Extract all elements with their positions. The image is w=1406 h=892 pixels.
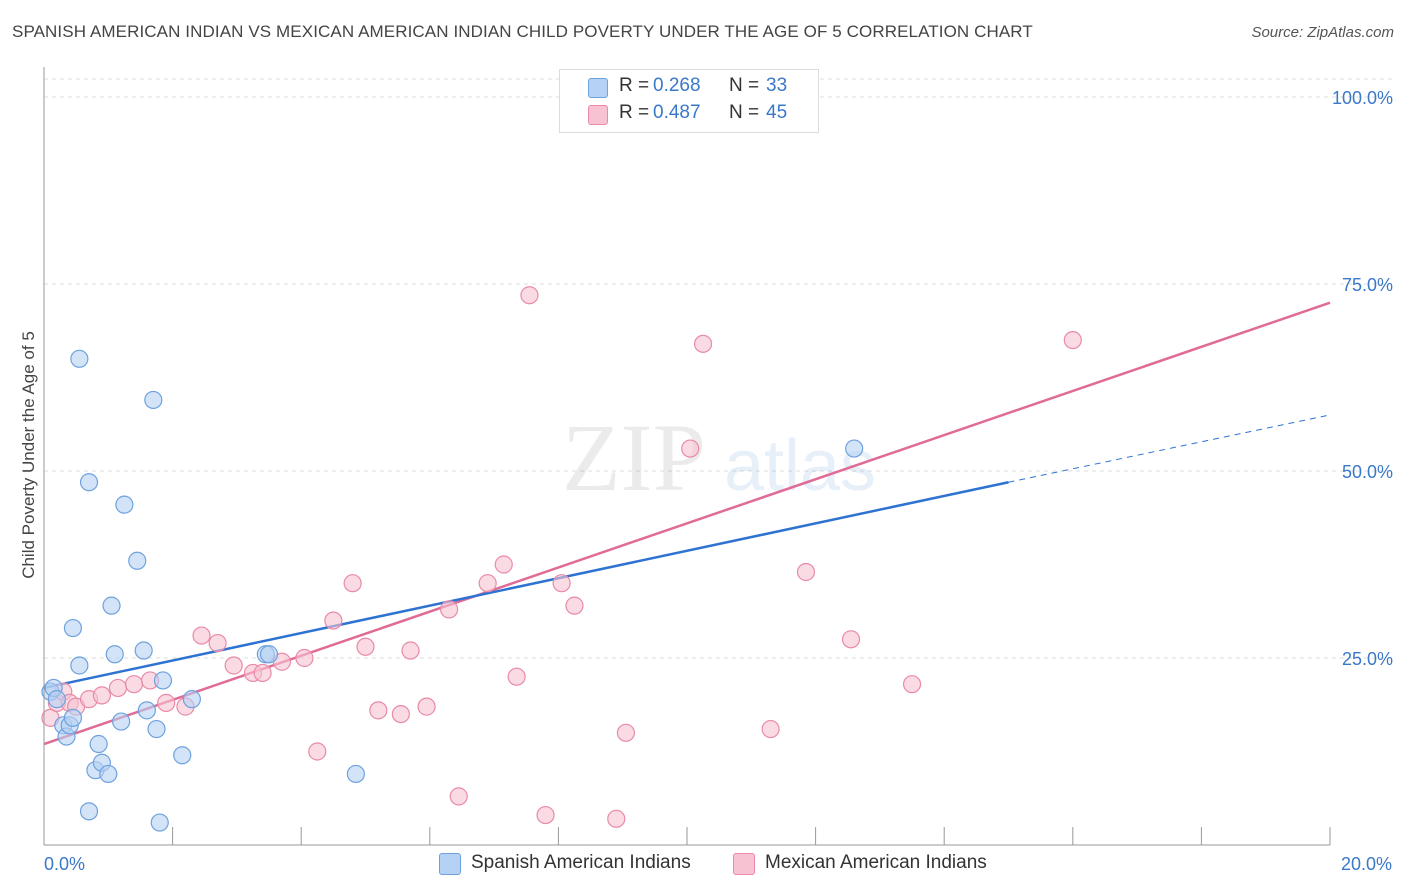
point-mexican xyxy=(369,701,388,720)
legend-swatch-pink xyxy=(588,105,608,125)
point-spanish xyxy=(63,618,83,638)
watermark: ZIP atlas xyxy=(562,404,876,511)
source-credit: Source: ZipAtlas.com xyxy=(1251,24,1394,41)
point-mexican xyxy=(92,686,111,705)
legend-n-value: 33 xyxy=(766,75,788,96)
legend-n-label: N = xyxy=(729,75,760,96)
point-mexican xyxy=(391,704,410,724)
point-mexican xyxy=(552,574,571,593)
correlation-legend: R = 0.268 N = 33 R = 0.487 N = 45 xyxy=(559,69,819,133)
point-mexican xyxy=(494,555,513,574)
point-spanish xyxy=(89,734,108,754)
point-mexican xyxy=(108,678,128,698)
legend-r-value: 0.487 xyxy=(653,102,701,123)
point-mexican xyxy=(417,697,436,716)
point-spanish xyxy=(128,551,147,570)
point-mexican xyxy=(356,637,375,656)
bottom-legend-swatch-blue xyxy=(439,853,461,875)
point-mexican xyxy=(520,286,539,305)
bottom-legend-swatch-pink xyxy=(733,853,755,875)
bottom-legend-label: Mexican American Indians xyxy=(765,852,987,873)
point-spanish xyxy=(63,708,83,727)
point-spanish xyxy=(259,645,279,664)
point-mexican xyxy=(208,633,227,653)
point-mexican xyxy=(616,723,636,742)
point-mexican xyxy=(536,805,555,825)
legend-n-label: N = xyxy=(729,102,760,123)
point-spanish xyxy=(147,719,166,739)
y-axis-label: Child Poverty Under the Age of 5 xyxy=(19,331,38,579)
watermark-zip: ZIP xyxy=(562,404,706,511)
point-mexican xyxy=(841,630,861,649)
point-mexican xyxy=(439,600,459,619)
trend-line-spanish-extrapolated xyxy=(1008,414,1331,483)
point-spanish xyxy=(47,690,66,709)
data-points xyxy=(41,286,1082,832)
point-mexican xyxy=(324,611,343,630)
point-spanish xyxy=(102,596,121,615)
point-mexican xyxy=(1063,331,1082,350)
point-mexican xyxy=(565,596,584,615)
point-spanish xyxy=(346,764,365,784)
point-spanish xyxy=(112,712,131,731)
point-spanish xyxy=(173,746,192,765)
y-tick-label: 50.0% xyxy=(1342,462,1393,482)
point-spanish xyxy=(70,349,89,368)
point-spanish xyxy=(153,671,173,690)
axes: 0.0% 20.0% 25.0% 50.0% 75.0% 100.0% xyxy=(43,67,1393,874)
point-spanish xyxy=(845,439,864,458)
chart-title: SPANISH AMERICAN INDIAN VS MEXICAN AMERI… xyxy=(12,22,1033,41)
x-tick-label: 20.0% xyxy=(1341,854,1392,874)
x-tick-label: 0.0% xyxy=(44,854,85,874)
trend-line-spanish xyxy=(43,480,1009,690)
point-mexican xyxy=(607,809,626,828)
point-mexican xyxy=(253,663,272,683)
point-spanish xyxy=(105,645,124,664)
point-mexican xyxy=(157,693,176,712)
point-spanish xyxy=(79,473,99,492)
point-mexican xyxy=(343,574,362,593)
point-mexican xyxy=(401,641,420,660)
legend-swatch-blue xyxy=(588,78,608,98)
point-mexican xyxy=(902,675,922,694)
point-spanish xyxy=(150,813,169,832)
trend-line-mexican xyxy=(43,301,1331,746)
point-mexican xyxy=(693,334,713,353)
point-spanish xyxy=(115,495,134,514)
point-spanish xyxy=(137,701,156,720)
y-tick-label: 100.0% xyxy=(1332,88,1393,108)
point-mexican xyxy=(796,562,816,582)
point-mexican xyxy=(308,742,327,761)
point-spanish xyxy=(70,656,89,675)
y-tick-label: 25.0% xyxy=(1342,649,1393,669)
point-spanish xyxy=(134,641,153,660)
y-tick-label: 75.0% xyxy=(1342,275,1393,295)
legend-r-label: R = xyxy=(619,102,650,123)
point-mexican xyxy=(295,648,314,668)
point-spanish xyxy=(79,802,99,821)
point-mexican xyxy=(192,626,211,645)
point-mexican xyxy=(507,667,526,686)
point-spanish xyxy=(144,390,163,410)
legend-r-label: R = xyxy=(619,75,650,96)
point-mexican xyxy=(478,574,497,593)
point-mexican xyxy=(681,439,700,458)
point-spanish xyxy=(182,690,201,709)
trend-lines xyxy=(43,301,1331,746)
legend-n-value: 45 xyxy=(766,102,788,123)
legend-r-value: 0.268 xyxy=(653,75,701,96)
point-mexican xyxy=(761,719,780,739)
point-mexican xyxy=(124,675,144,694)
point-spanish xyxy=(99,764,118,784)
point-mexican xyxy=(224,656,243,675)
bottom-legend-label: Spanish American Indians xyxy=(471,852,691,873)
point-mexican xyxy=(449,787,468,806)
grid-layer xyxy=(44,78,1395,659)
